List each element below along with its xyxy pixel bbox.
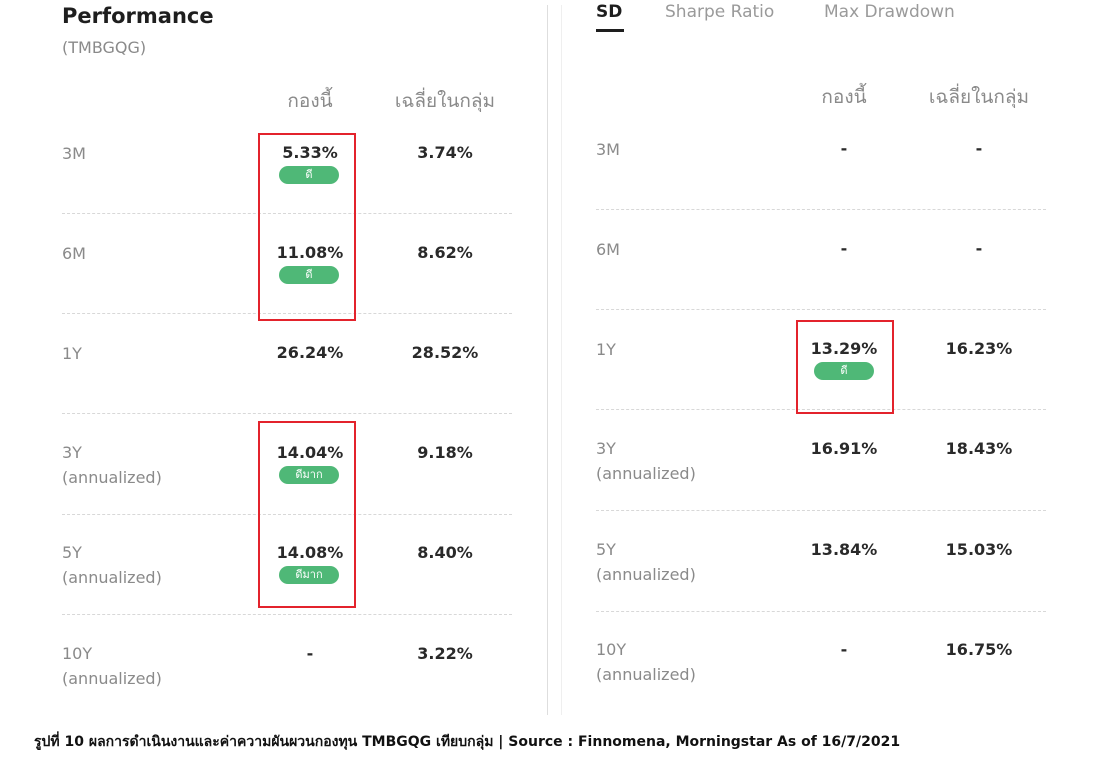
row-divider [596,209,1046,210]
row-divider [62,213,512,214]
sd-avg-value-6m: - [975,239,983,258]
row-divider [62,313,512,314]
fund-value-10y: - [306,644,314,663]
row-note-5y: (annualized) [62,568,162,587]
tab-sharpe-ratio[interactable]: Sharpe Ratio [665,2,775,22]
sd-fund-value-1y: 13.29% [810,339,878,358]
row-label-10y: 10Y [62,644,93,663]
sd-avg-value-10y: 16.75% [945,640,1013,659]
avg-value-10y: 3.22% [417,644,473,663]
highlight-box-short-term [258,133,356,321]
tab-sd-underline [596,29,624,32]
fund-value-3y: 14.04% [276,443,344,462]
panel-divider-secondary [561,5,562,715]
panel-divider [547,5,548,715]
sd-row-label-5y: 5Y [596,540,616,559]
page-title: Performance [62,4,214,28]
sd-row-label-3y: 3Y [596,439,616,458]
row-divider [62,614,512,615]
rating-badge-6m: ดี [279,266,339,284]
row-divider [62,413,512,414]
row-label-6m: 6M [62,244,86,263]
row-label-1y: 1Y [62,344,82,363]
highlight-box-long-term [258,421,356,608]
col-header-fund: กองนี้ [287,90,333,112]
avg-value-3y: 9.18% [417,443,473,462]
row-divider [596,309,1046,310]
sd-avg-value-5y: 15.03% [945,540,1013,559]
col-header-group-avg: เฉลี่ยในกลุ่ม [394,90,496,112]
sd-avg-value-3y: 18.43% [945,439,1013,458]
row-label-5y: 5Y [62,543,82,562]
avg-value-6m: 8.62% [417,243,473,262]
sd-row-note-5y: (annualized) [596,565,696,584]
sd-avg-value-1y: 16.23% [945,339,1013,358]
row-note-3y: (annualized) [62,468,162,487]
sd-row-label-3m: 3M [596,140,620,159]
highlight-box-sd-1y [796,320,894,414]
tab-sd[interactable]: SD [596,2,623,22]
row-label-3y: 3Y [62,443,82,462]
sd-row-note-3y: (annualized) [596,464,696,483]
col-header-fund-right: กองนี้ [821,86,867,108]
fund-code: (TMBGQG) [62,38,147,57]
sd-row-label-6m: 6M [596,240,620,259]
avg-value-5y: 8.40% [417,543,473,562]
avg-value-1y: 28.52% [411,343,479,362]
sd-fund-value-3m: - [840,139,848,158]
avg-value-3m: 3.74% [417,143,473,162]
row-divider [596,409,1046,410]
rating-badge-3m: ดี [279,166,339,184]
sd-row-label-1y: 1Y [596,340,616,359]
fund-value-5y: 14.08% [276,543,344,562]
row-label-3m: 3M [62,144,86,163]
row-note-10y: (annualized) [62,669,162,688]
fund-value-6m: 11.08% [276,243,344,262]
fund-value-3m: 5.33% [282,143,338,162]
figure-caption: รูปที่ 10 ผลการดำเนินงานและค่าความผันผวน… [34,734,901,750]
sd-fund-value-6m: - [840,239,848,258]
row-divider [596,611,1046,612]
col-header-group-avg-right: เฉลี่ยในกลุ่ม [928,86,1030,108]
sd-row-note-10y: (annualized) [596,665,696,684]
rating-badge-3y: ดีมาก [279,466,339,484]
row-divider [596,510,1046,511]
sd-avg-value-3m: - [975,139,983,158]
tab-max-drawdown[interactable]: Max Drawdown [824,2,955,22]
row-divider [62,514,512,515]
sd-rating-badge-1y: ดี [814,362,874,380]
sd-fund-value-5y: 13.84% [810,540,878,559]
sd-fund-value-3y: 16.91% [810,439,878,458]
fund-value-1y: 26.24% [276,343,344,362]
rating-badge-5y: ดีมาก [279,566,339,584]
sd-row-label-10y: 10Y [596,640,627,659]
sd-fund-value-10y: - [840,640,848,659]
